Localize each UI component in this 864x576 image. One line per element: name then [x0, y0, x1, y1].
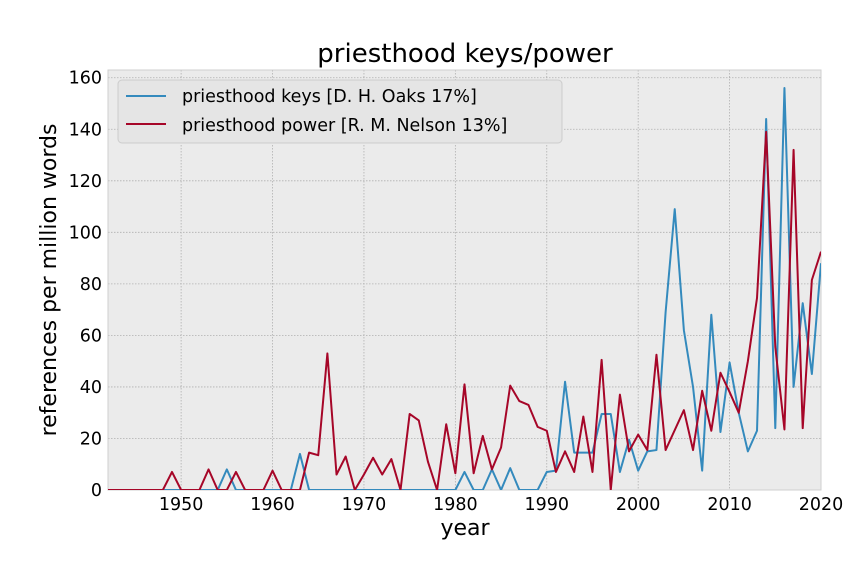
y-tick-label: 160 — [69, 69, 102, 89]
y-tick-label: 120 — [69, 172, 102, 192]
y-tick-label: 0 — [91, 481, 102, 501]
legend-label-keys: priesthood keys [D. H. Oaks 17%] — [182, 87, 477, 107]
x-axis-label: year — [440, 516, 490, 541]
x-tick-label: 2000 — [616, 495, 661, 515]
y-tick-label: 40 — [80, 378, 102, 398]
legend-label-power: priesthood power [R. M. Nelson 13%] — [182, 116, 507, 136]
axes-border — [107, 69, 822, 491]
y-tick-label: 80 — [80, 275, 102, 295]
x-tick-label: 2020 — [799, 495, 844, 515]
x-tick-label: 1990 — [524, 495, 569, 515]
x-tick-label: 1950 — [159, 495, 204, 515]
y-axis-label: references per million words — [37, 124, 62, 437]
chart-title: priesthood keys/power — [317, 39, 613, 69]
legend-box — [117, 79, 563, 144]
y-tick-label: 20 — [80, 429, 102, 449]
x-tick-label: 1960 — [250, 495, 295, 515]
y-tick-label: 100 — [69, 223, 102, 243]
x-tick-label: 2010 — [707, 495, 752, 515]
legend: priesthood keys [D. H. Oaks 17%] priesth… — [117, 79, 563, 144]
x-tick-label: 1970 — [342, 495, 387, 515]
y-tick-labels: 0 20 40 60 80 100 120 140 160 — [69, 69, 102, 501]
y-tick-label: 140 — [69, 120, 102, 140]
series-line-1 — [108, 130, 821, 490]
series-lines — [108, 87, 821, 490]
x-tick-labels: 1950 1960 1970 1980 1990 2000 2010 2020 — [159, 495, 843, 515]
axes-frame — [107, 69, 822, 491]
series-line-0 — [108, 87, 821, 490]
y-tick-label: 60 — [80, 326, 102, 346]
x-tick-label: 1980 — [433, 495, 478, 515]
